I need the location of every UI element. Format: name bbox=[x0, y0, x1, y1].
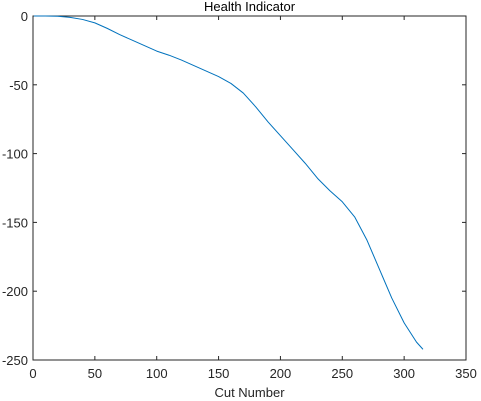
y-tick-label: -200 bbox=[2, 284, 28, 299]
x-tick-label: 300 bbox=[393, 366, 415, 381]
series-line-0 bbox=[33, 15, 424, 350]
x-tick-label: 0 bbox=[29, 366, 36, 381]
y-tick-label: -150 bbox=[2, 215, 28, 230]
y-tick-label: -250 bbox=[2, 353, 28, 368]
x-tick-label: 250 bbox=[331, 366, 353, 381]
x-tick-label: 200 bbox=[270, 366, 292, 381]
x-tick-label: 50 bbox=[88, 366, 102, 381]
y-tick-label: -100 bbox=[2, 147, 28, 162]
y-tick-label: 0 bbox=[21, 9, 28, 24]
y-tick-label: -50 bbox=[9, 78, 28, 93]
axes-box bbox=[32, 15, 467, 361]
chart-title: Health Indicator bbox=[204, 0, 296, 14]
x-tick-label: 100 bbox=[146, 366, 168, 381]
plot-area: 0 50 100 150 200 250 300 350 0 -50 -100 -150 -200 -25… bbox=[2, 9, 477, 381]
x-tick-label: 350 bbox=[455, 366, 477, 381]
x-axis-label: Cut Number bbox=[214, 385, 285, 400]
x-tick-label: 150 bbox=[208, 366, 230, 381]
